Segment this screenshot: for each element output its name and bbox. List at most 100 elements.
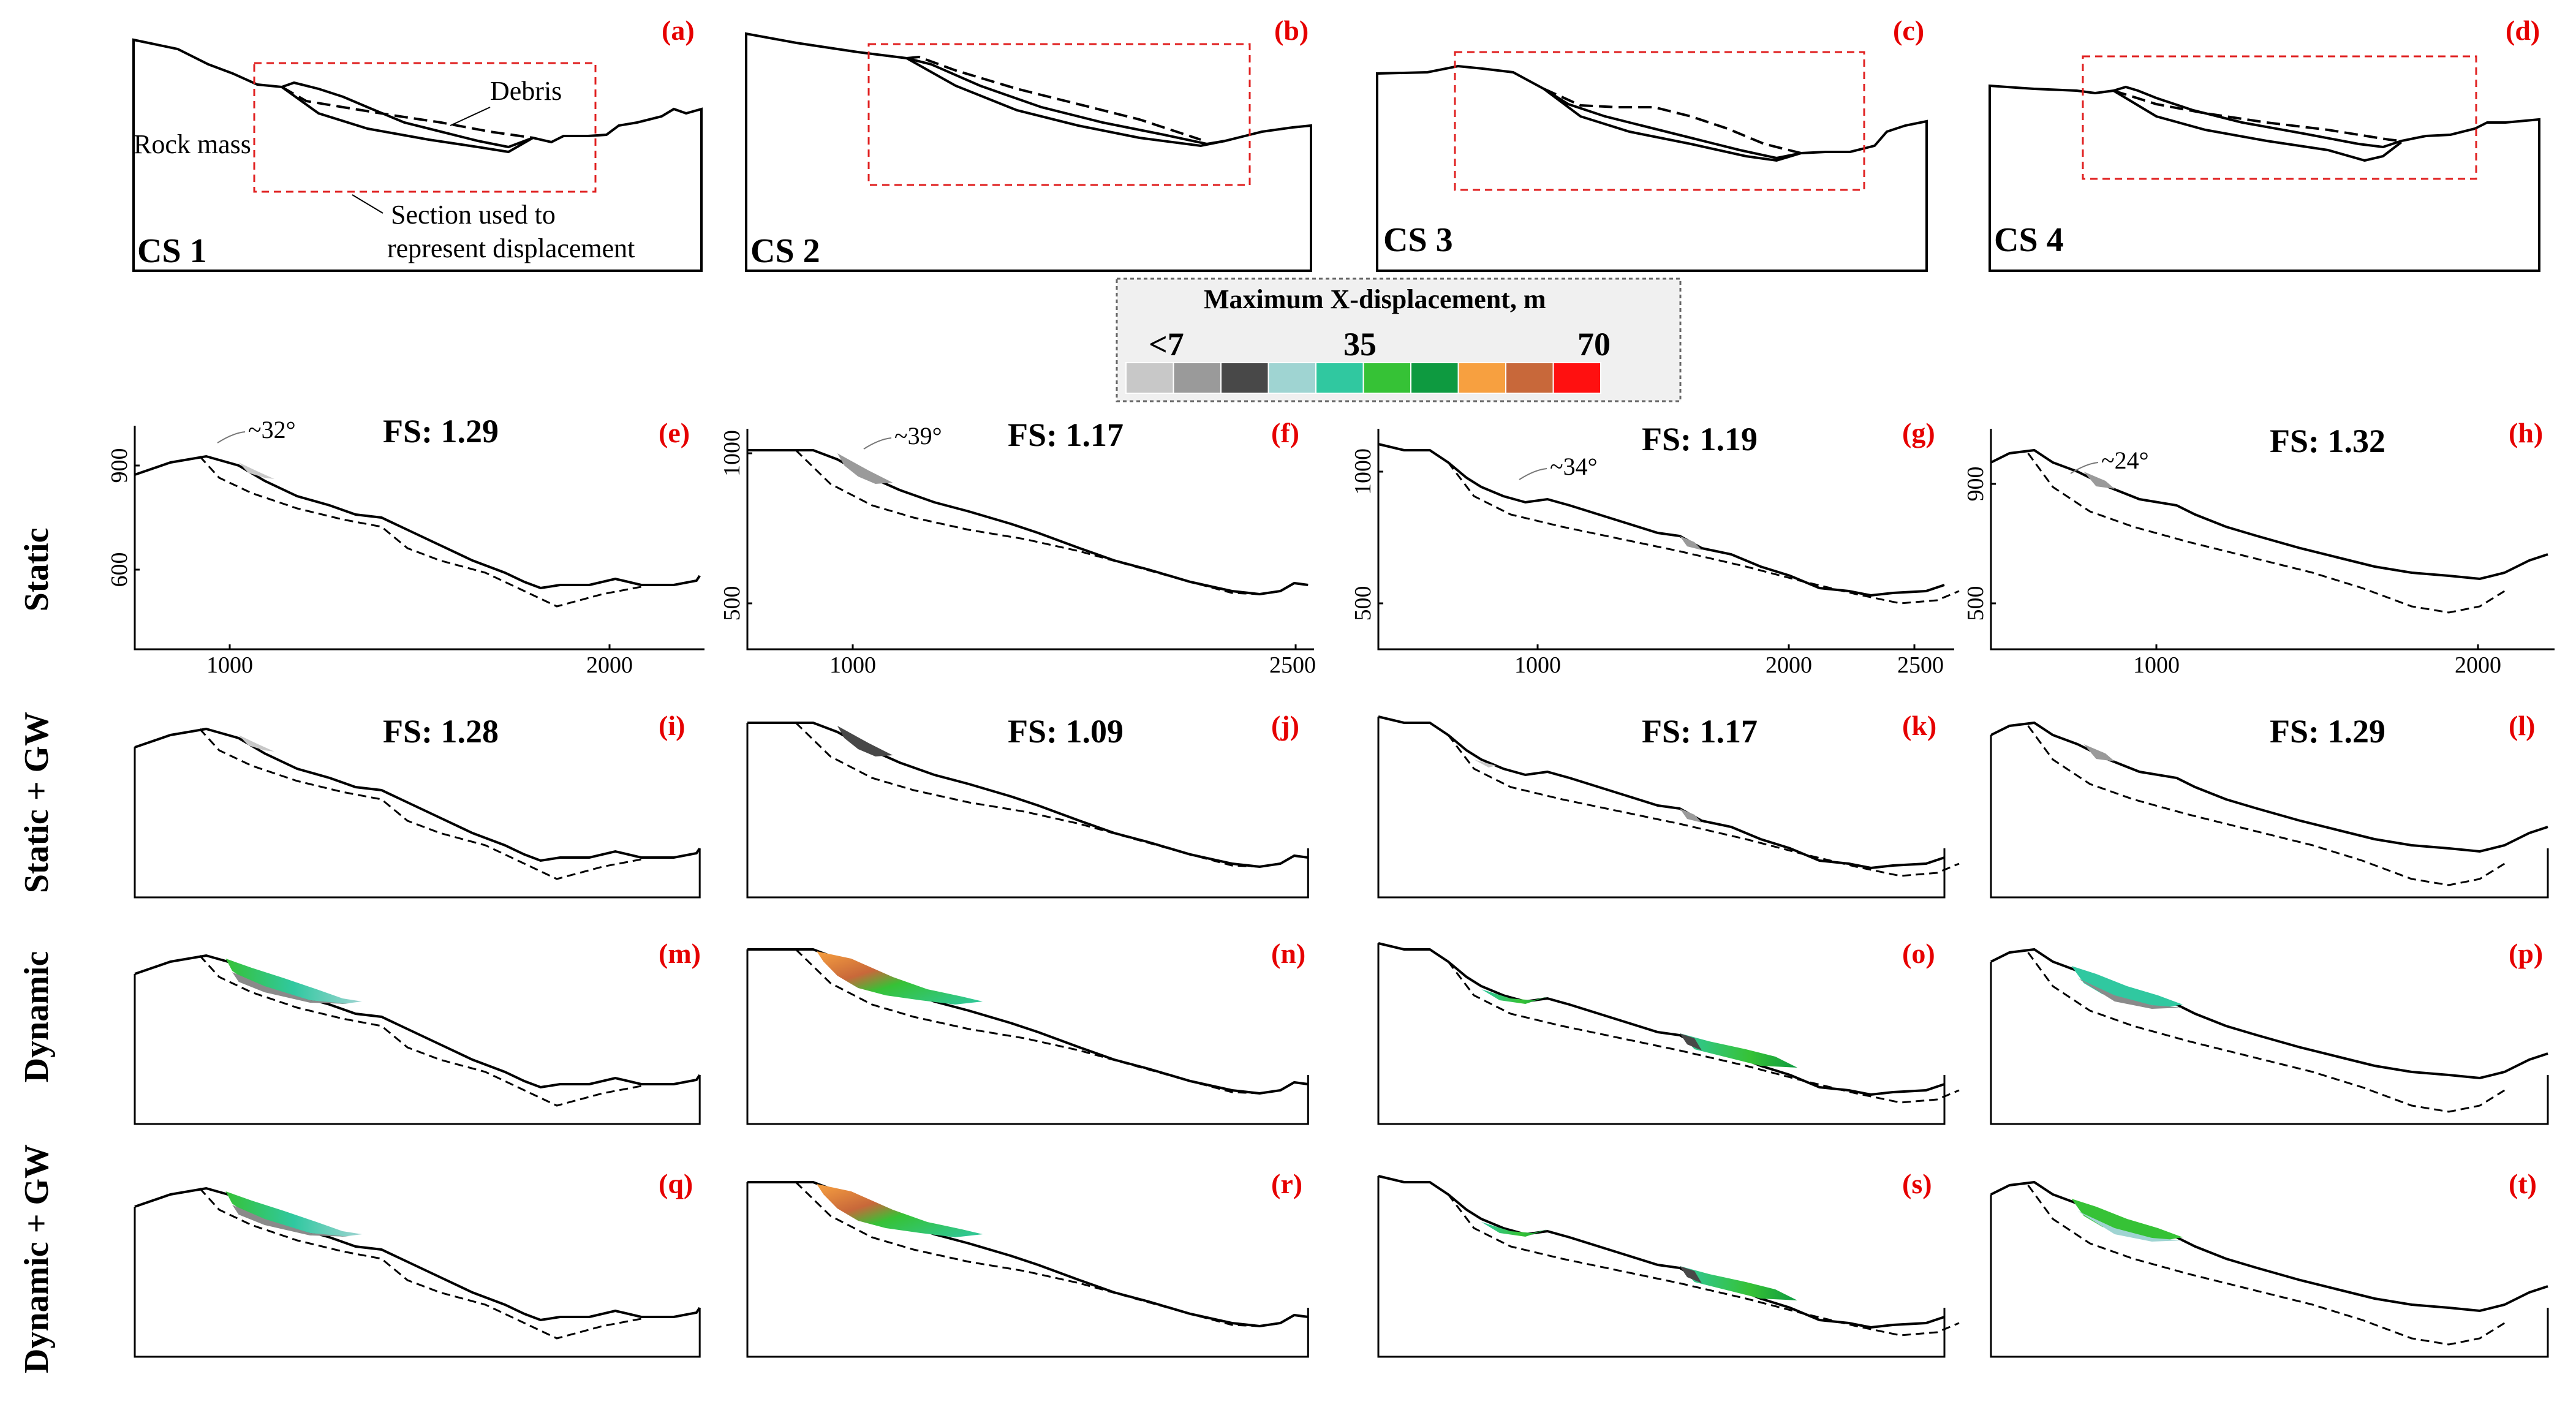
factor-of-safety: FS: 1.29	[383, 413, 499, 450]
col2-ytick-0: 1000	[719, 430, 745, 477]
col3-xtick-0: 1000	[1514, 652, 1561, 678]
debris-label: Debris	[490, 76, 562, 106]
displacement-zone	[1680, 809, 1702, 823]
legend-swatch	[1505, 362, 1554, 394]
legend-swatches	[1125, 362, 1601, 394]
cs1-name: CS 1	[137, 232, 207, 270]
cs3-panel: CS 3 (c)	[1376, 15, 1928, 272]
slope-angle-label: ~32°	[248, 416, 296, 443]
slope-angle-label: ~39°	[894, 422, 942, 450]
debris-arrow	[450, 107, 491, 126]
slip-surface	[1448, 462, 1959, 603]
col1-ytick-1: 600	[107, 552, 132, 587]
col1-xtick-0: 1000	[206, 652, 253, 678]
displacement-zone	[1680, 1266, 1702, 1283]
slope-panel	[747, 450, 1308, 594]
slope-panel	[747, 1182, 1308, 1357]
cs3-section-box	[1454, 51, 1865, 191]
factor-of-safety: FS: 1.28	[383, 713, 499, 750]
row-label-dynamic: Dynamic	[18, 951, 56, 1083]
legend-swatch	[1267, 362, 1316, 394]
slope-surface	[747, 949, 1308, 1093]
slope-surface	[135, 956, 700, 1087]
slip-surface	[796, 450, 1260, 594]
cs2-panel-label: (b)	[1274, 15, 1309, 46]
slope-panel	[135, 1188, 700, 1357]
slope-surface	[135, 456, 700, 588]
cs3-rock-line	[1543, 88, 1802, 162]
row-label-dynamic-gw: Dynamic + GW	[18, 1144, 56, 1373]
panel-label: (f)	[1271, 417, 1299, 448]
cs3-debris-line	[1543, 88, 1802, 154]
cs1-outline	[132, 38, 703, 272]
angle-arc	[217, 431, 246, 443]
slip-surface	[796, 1182, 1260, 1326]
slope-panel	[1378, 943, 1959, 1124]
displacement-zone	[2071, 1199, 2183, 1240]
angle-arc	[2070, 462, 2099, 474]
slope-panel	[747, 949, 1308, 1124]
axes-col3: 1000 500 1000 2000 2500	[1350, 429, 1954, 678]
col4-ytick-0: 900	[1963, 467, 1989, 502]
col3-ytick-1: 500	[1350, 586, 1376, 621]
cs4-panel-label: (d)	[2506, 15, 2540, 46]
panel-label: (j)	[1271, 710, 1299, 741]
displacement-zone	[1481, 989, 1547, 1004]
slope-surface	[1991, 723, 2548, 851]
slope-panel	[1378, 444, 1959, 603]
panel-frame	[747, 1182, 1308, 1357]
slope-panel	[1378, 717, 1959, 897]
legend-swatch	[1457, 362, 1506, 394]
slope-panel	[747, 723, 1308, 897]
panel-label: (i)	[659, 710, 685, 741]
legend-label-mid: 35	[1343, 326, 1377, 363]
factor-of-safety: FS: 1.19	[1642, 421, 1758, 458]
displacement-zone	[2083, 744, 2115, 761]
col2-xtick-1: 2500	[1269, 652, 1316, 678]
slip-surface	[200, 1188, 641, 1338]
panel-frame	[747, 949, 1308, 1124]
displacement-zone	[2077, 1211, 2183, 1242]
slip-surface	[2028, 726, 2505, 885]
slope-surface	[135, 729, 700, 861]
col4-xtick-1: 2000	[2455, 652, 2501, 678]
slope-angle-label: ~34°	[1550, 453, 1598, 480]
legend-swatch	[1362, 362, 1411, 394]
panel-label: (k)	[1902, 710, 1936, 741]
cs2-outline	[745, 32, 1312, 272]
legend-label-max: 70	[1577, 326, 1611, 363]
slip-surface	[1448, 1194, 1959, 1335]
slope-panel	[1991, 949, 2548, 1124]
panel-label: (m)	[659, 938, 701, 969]
row-label-static-gw: Static + GW	[18, 712, 56, 893]
displacement-zone	[2071, 966, 2183, 1008]
panel-frame	[135, 1207, 700, 1357]
panel-frame	[135, 747, 700, 897]
panel-frame	[135, 974, 700, 1124]
panel-grid: (e) FS: 1.29 ~32° (f) FS: 1.17 ~39° (g) FS: 1.1…	[135, 413, 2548, 1357]
panel-label: (s)	[1902, 1168, 1932, 1199]
displacement-zone	[1680, 536, 1702, 550]
displacement-zone	[232, 1205, 349, 1237]
panel-frame	[1378, 717, 1944, 897]
col1-xtick-1: 2000	[586, 652, 633, 678]
angle-arc	[863, 437, 892, 450]
slope-panel	[1991, 450, 2548, 613]
panel-label: (t)	[2509, 1168, 2537, 1199]
displacement-zone	[817, 951, 983, 1005]
slip-surface	[200, 729, 641, 879]
cs4-name: CS 4	[1994, 221, 2064, 259]
legend-swatch	[1173, 362, 1222, 394]
panel-label: (r)	[1271, 1168, 1302, 1199]
row-label-static: Static	[18, 528, 56, 612]
cs1-panel-label: (a)	[662, 15, 695, 46]
factor-of-safety: FS: 1.09	[1008, 713, 1124, 750]
rock-mass-label: Rock mass	[134, 129, 251, 159]
cs4-rock-line	[2112, 89, 2403, 162]
legend-swatch	[1552, 362, 1601, 394]
displacement-zone	[2077, 978, 2183, 1009]
slope-surface	[1378, 717, 1944, 868]
slope-surface	[747, 1182, 1308, 1326]
panel-frame	[1378, 943, 1944, 1124]
cs2-panel: CS 2 (b)	[745, 15, 1312, 272]
